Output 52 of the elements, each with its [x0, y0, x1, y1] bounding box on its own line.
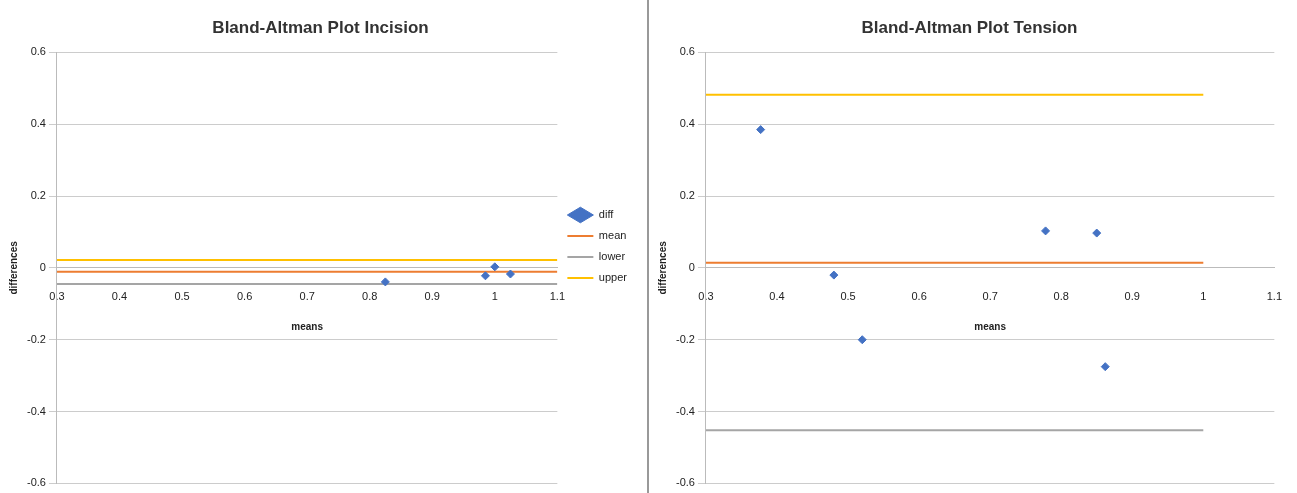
x-tick-label: 1 — [1200, 289, 1207, 302]
x-tick-label: 0.7 — [982, 289, 998, 302]
y-tick-label: -0.6 — [26, 476, 46, 489]
chart-title: Bland-Altman Plot Incision — [212, 17, 429, 37]
point — [1092, 228, 1102, 238]
chart-title: Bland-Altman Plot Tension — [861, 17, 1078, 37]
x-tick-label: 0.7 — [299, 289, 315, 302]
y-tick-label: -0.6 — [675, 476, 695, 489]
y-tick-label: 0 — [688, 260, 695, 273]
x-tick-label: 0.5 — [174, 289, 190, 302]
point — [857, 335, 867, 345]
y-tick-label: -0.4 — [675, 404, 695, 417]
y-tick-label: 0.2 — [30, 189, 46, 202]
y-tick-label: 0.2 — [679, 189, 695, 202]
point — [829, 270, 839, 280]
x-tick-label: 0.9 — [424, 289, 440, 302]
y-tick-label: 0 — [39, 260, 46, 273]
x-tick-label: 0.5 — [840, 289, 856, 302]
x-tick-label: 0.6 — [236, 289, 253, 302]
point — [1041, 226, 1051, 236]
y-tick-label: 0.4 — [30, 117, 46, 130]
y-axis-title: differences — [7, 240, 19, 295]
point — [505, 269, 515, 279]
x-tick-label: 1.1 — [549, 289, 566, 302]
y-axis-title: differences — [656, 240, 668, 295]
y-tick-label: 0.4 — [679, 117, 695, 130]
x-tick-label: 1 — [491, 289, 498, 302]
legend-label: lower — [598, 250, 626, 263]
x-tick-label: 1.1 — [1266, 289, 1282, 302]
y-tick-label: -0.2 — [26, 332, 46, 345]
x-tick-label: 0.8 — [1053, 289, 1069, 302]
legend-label: mean — [598, 229, 627, 242]
point — [1100, 362, 1110, 372]
x-axis-title: means — [291, 320, 324, 332]
legend-label: upper — [598, 271, 628, 284]
x-tick-label: 0.4 — [769, 289, 785, 302]
x-tick-label: 0.4 — [111, 289, 128, 302]
point — [490, 262, 500, 272]
x-tick-label: 0.6 — [911, 289, 927, 302]
point — [380, 277, 390, 287]
x-axis-title: means — [974, 320, 1007, 332]
x-tick-label: 0.3 — [698, 289, 714, 302]
y-tick-label: 0.6 — [30, 45, 46, 58]
point — [480, 271, 490, 281]
x-tick-label: 0.8 — [362, 289, 378, 302]
point — [756, 125, 766, 135]
y-tick-label: -0.4 — [26, 404, 46, 417]
y-tick-label: 0.6 — [679, 45, 695, 58]
x-tick-label: 0.9 — [1124, 289, 1140, 302]
legend-label: diff — [598, 208, 615, 221]
x-tick-label: 0.3 — [49, 289, 65, 302]
y-tick-label: -0.2 — [675, 332, 695, 345]
